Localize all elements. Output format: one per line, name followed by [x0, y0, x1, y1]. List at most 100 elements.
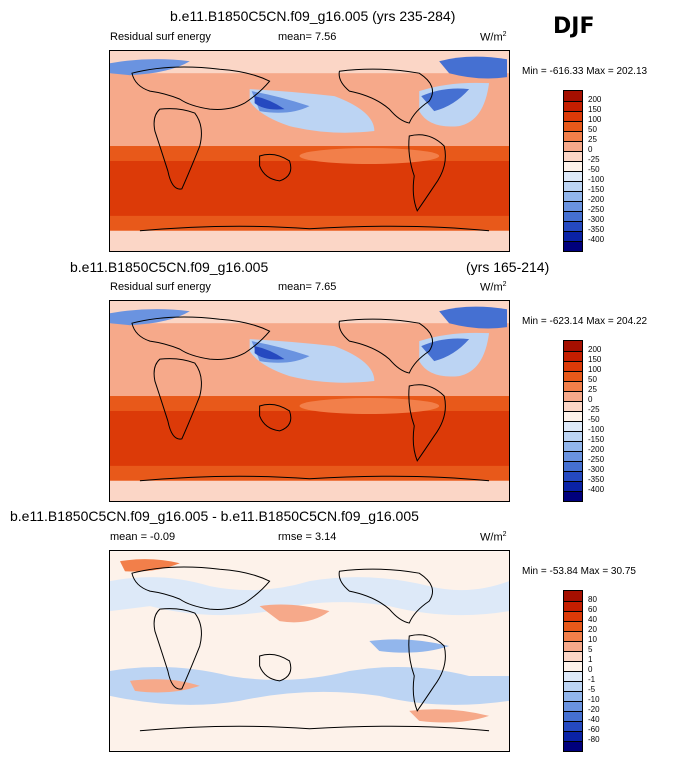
panel-1-colorbar-box — [564, 121, 582, 131]
panel-1-colorbar — [563, 90, 583, 252]
panel-3-colorbar-box — [564, 611, 582, 621]
panel-3-map — [109, 550, 510, 752]
panel-1-colorbar-tick: -25 — [588, 155, 600, 164]
panel-1-colorbar-tick: -250 — [588, 205, 605, 214]
panel-1-colorbar-box — [564, 101, 582, 111]
panel-1-colorbar-tick: 0 — [588, 145, 593, 154]
panel-3-minmax: Min = -53.84 Max = 30.75 — [522, 566, 636, 577]
panel-2-colorbar-box — [564, 491, 582, 501]
panel-1-colorbar-box — [564, 91, 582, 101]
panel-1-colorbar-box — [564, 131, 582, 141]
panel-2-colorbar-box — [564, 391, 582, 401]
panel-2-colorbar-tick: -200 — [588, 445, 605, 454]
panel-3-colorbar-tick: -10 — [588, 695, 600, 704]
panel-2-title-years: (yrs 165-214) — [466, 259, 550, 275]
panel-2-units: W/m2 — [480, 281, 507, 294]
panel-3-colorbar-box — [564, 601, 582, 611]
panel-1-colorbar-tick: -300 — [588, 215, 605, 224]
panel-2-colorbar-tick: -100 — [588, 425, 605, 434]
panel-2-variable-label: Residual surf energy — [110, 281, 211, 293]
panel-3-mean: mean = -0.09 — [110, 531, 176, 543]
panel-2-map — [109, 300, 510, 502]
panel-3-colorbar-box — [564, 721, 582, 731]
panel-2-colorbar-tick: 0 — [588, 395, 593, 404]
panel-1-colorbar-tick: -150 — [588, 185, 605, 194]
panel-1-colorbar-box — [564, 141, 582, 151]
panel-2-map-graphic — [110, 301, 509, 501]
panel-1-map — [109, 50, 510, 252]
panel-2-colorbar-box — [564, 351, 582, 361]
panel-2-title: b.e11.B1850C5CN.f09_g16.005 — [70, 259, 269, 275]
panel-3-colorbar-box — [564, 731, 582, 741]
panel-1-mean: mean= 7.56 — [278, 31, 337, 43]
panel-3-title: b.e11.B1850C5CN.f09_g16.005 - b.e11.B185… — [10, 508, 419, 524]
panel-1-map-graphic — [110, 51, 509, 251]
panel-2-colorbar-tick: 100 — [588, 365, 602, 374]
panel-2-colorbar-tick: 200 — [588, 345, 602, 354]
panel-3-rmse: rmse = 3.14 — [278, 531, 337, 543]
panel-3-colorbar-tick: 5 — [588, 645, 593, 654]
panel-3-colorbar-tick: -80 — [588, 735, 600, 744]
season-label: DJF — [553, 14, 595, 39]
panel-1-colorbar-box — [564, 221, 582, 231]
panel-2-colorbar-box — [564, 431, 582, 441]
panel-2-colorbar-tick: -400 — [588, 485, 605, 494]
panel-2-colorbar-box — [564, 461, 582, 471]
panel-3-units: W/m2 — [480, 531, 507, 544]
panel-2-colorbar-tick: 150 — [588, 355, 602, 364]
panel-1-colorbar-box — [564, 201, 582, 211]
panel-2-colorbar-tick: -250 — [588, 455, 605, 464]
panel-2-colorbar-tick: -300 — [588, 465, 605, 474]
panel-1-minmax: Min = -616.33 Max = 202.13 — [522, 66, 648, 77]
panel-2-colorbar-box — [564, 361, 582, 371]
panel-3-colorbar-box — [564, 631, 582, 641]
panel-2-colorbar-box — [564, 471, 582, 481]
panel-2-colorbar-box — [564, 341, 582, 351]
panel-3-colorbar-tick: 10 — [588, 635, 597, 644]
panel-3-colorbar-tick: -20 — [588, 705, 600, 714]
panel-2-colorbar-tick: 25 — [588, 385, 597, 394]
panel-3-colorbar-box — [564, 671, 582, 681]
panel-3-colorbar-box — [564, 681, 582, 691]
panel-2-colorbar-box — [564, 371, 582, 381]
panel-1-colorbar-tick: 100 — [588, 115, 602, 124]
panel-2-colorbar — [563, 340, 583, 502]
panel-2-colorbar-box — [564, 441, 582, 451]
panel-2-colorbar-box — [564, 411, 582, 421]
panel-1-colorbar-tick: -200 — [588, 195, 605, 204]
panel-1-title: b.e11.B1850C5CN.f09_g16.005 (yrs 235-284… — [170, 8, 456, 24]
panel-1-colorbar-box — [564, 171, 582, 181]
panel-3-colorbar-box — [564, 621, 582, 631]
panel-2-minmax: Min = -623.14 Max = 204.22 — [522, 316, 648, 327]
panel-3-colorbar-tick: 60 — [588, 605, 597, 614]
panel-1-colorbar-tick: 25 — [588, 135, 597, 144]
panel-3-colorbar-box — [564, 741, 582, 751]
panel-3-colorbar-box — [564, 641, 582, 651]
panel-1-colorbar-tick: -350 — [588, 225, 605, 234]
panel-2-colorbar-box — [564, 451, 582, 461]
panel-3-colorbar-tick: -60 — [588, 725, 600, 734]
panel-1-units: W/m2 — [480, 31, 507, 44]
panel-3-colorbar-box — [564, 591, 582, 601]
panel-3-colorbar-tick: 40 — [588, 615, 597, 624]
panel-3-colorbar-box — [564, 701, 582, 711]
panel-2-mean: mean= 7.65 — [278, 281, 337, 293]
panel-1-colorbar-box — [564, 151, 582, 161]
panel-3-map-graphic — [110, 551, 509, 751]
panel-3-colorbar-box — [564, 651, 582, 661]
panel-1-colorbar-box — [564, 161, 582, 171]
panel-3-colorbar-tick: 1 — [588, 655, 593, 664]
panel-3-colorbar-tick: 80 — [588, 595, 597, 604]
panel-3-colorbar-tick: -1 — [588, 675, 596, 684]
panel-3-colorbar-box — [564, 691, 582, 701]
panel-1-colorbar-tick: -50 — [588, 165, 600, 174]
panel-1-colorbar-box — [564, 211, 582, 221]
panel-1-colorbar-box — [564, 241, 582, 251]
panel-2-colorbar-tick: -350 — [588, 475, 605, 484]
panel-2-colorbar-box — [564, 481, 582, 491]
panel-3-colorbar-tick: 20 — [588, 625, 597, 634]
panel-3-colorbar-tick: -5 — [588, 685, 596, 694]
panel-3-colorbar-tick: 0 — [588, 665, 593, 674]
panel-2-colorbar-tick: -150 — [588, 435, 605, 444]
panel-1-colorbar-tick: 150 — [588, 105, 602, 114]
